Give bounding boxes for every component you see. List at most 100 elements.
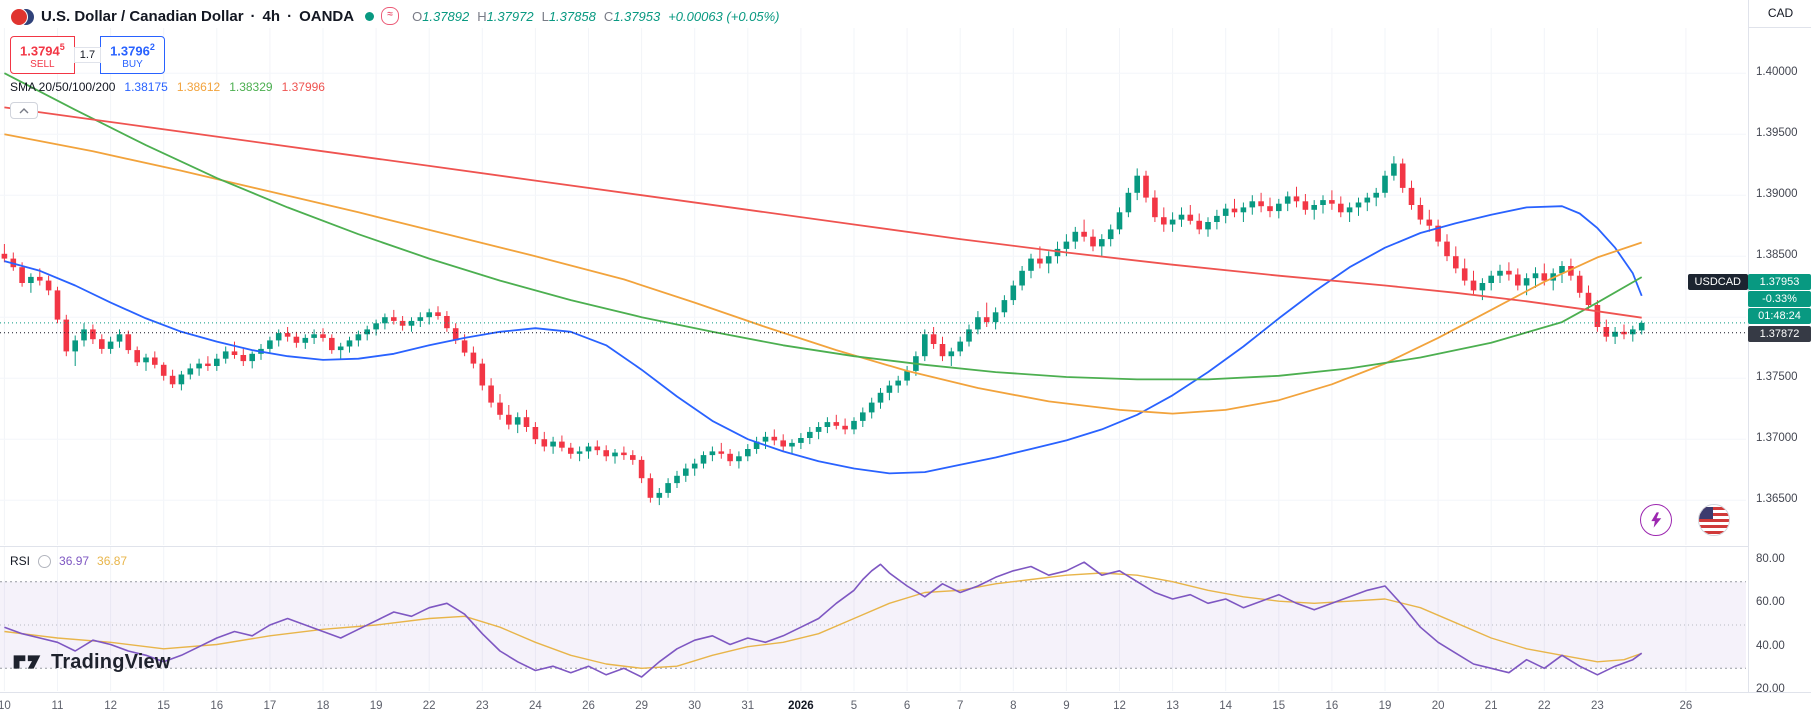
price-tick-label: 1.37000 [1756, 432, 1798, 445]
grid-lines [0, 28, 1746, 691]
price-axis[interactable]: CAD 1.400001.395001.390001.385001.380001… [1748, 0, 1811, 695]
us-session-flag-button[interactable] [1698, 504, 1730, 536]
spread-value: 1.7 [73, 47, 102, 64]
rsi-value: 36.97 [59, 554, 90, 568]
time-tick-label: 12 [1113, 700, 1126, 712]
price-tick-label: 1.39500 [1756, 127, 1798, 140]
symbol-price-badge-label: USDCAD [1687, 274, 1748, 290]
sell-price: 1.3794 [20, 43, 60, 59]
rsi-plot [0, 561, 1746, 678]
rsi-indicator-legend[interactable]: RSI 36.97 36.87 [10, 554, 127, 568]
time-tick-label: 26 [582, 700, 595, 712]
sma100-value: 1.38329 [229, 80, 273, 94]
time-tick-label: 20 [1431, 700, 1445, 712]
buy-button[interactable]: 1.37962 BUY [100, 36, 165, 75]
time-tick-label: 22 [1537, 700, 1551, 712]
symbol-legend[interactable]: U.S. Dollar / Canadian Dollar · 4h · OAN… [10, 7, 780, 26]
open-value: 1.37892 [422, 8, 470, 24]
time-tick-label: 31 [741, 700, 755, 712]
price-tick-label: 1.39000 [1756, 188, 1798, 201]
sma200-value: 1.37996 [281, 80, 325, 94]
time-tick-label: 9 [1063, 700, 1070, 712]
price-tick-label: 1.38500 [1756, 249, 1798, 262]
time-tick-label: 30 [688, 700, 702, 712]
time-tick-label: 19 [369, 700, 383, 712]
tradingview-watermark[interactable]: TradingView [12, 650, 171, 674]
sma-200-line [4, 106, 1642, 319]
buy-sell-widget: 1.37945 SELL 1.7 1.37962 BUY [10, 36, 165, 75]
pane-separator[interactable] [0, 546, 1811, 547]
time-tick-label: 12 [104, 700, 117, 712]
time-tick-label: 14 [1219, 700, 1233, 712]
symbol-logo-icon [10, 7, 35, 26]
high-label: H [477, 8, 487, 24]
time-tick-label: 15 [1272, 700, 1286, 712]
close-value: 1.37953 [613, 8, 661, 24]
sma-indicator-legend[interactable]: SMA 20/50/100/200 1.38175 1.38612 1.3832… [10, 80, 325, 94]
candlestick-series [1, 156, 1645, 506]
time-tick-label: 10 [0, 700, 11, 712]
price-axis-currency: CAD [1749, 0, 1811, 28]
collapse-legend-button[interactable] [10, 102, 38, 119]
rsi-ma-value: 36.87 [97, 554, 128, 568]
sma-100-line [3, 72, 1643, 381]
time-tick-label: 23 [475, 700, 489, 712]
change-value: +0.00063 (+0.05%) [668, 8, 780, 24]
price-level-lines [0, 322, 1746, 334]
sma-lines [3, 72, 1643, 475]
watermark-text: TradingView [51, 650, 171, 673]
time-tick-label: 6 [903, 700, 911, 712]
sma-50-line [4, 133, 1642, 415]
time-tick-label: 13 [1166, 700, 1179, 712]
low-value: 1.37858 [548, 8, 596, 24]
sell-button[interactable]: 1.37945 SELL [10, 36, 75, 75]
chevron-up-icon [19, 107, 29, 113]
time-tick-label: 23 [1590, 700, 1604, 712]
bar-countdown-badge: 01:48:24 [1748, 308, 1811, 324]
market-status-icon [365, 11, 375, 21]
time-tick-label: 22 [422, 700, 436, 712]
time-tick-label: 24 [528, 700, 542, 712]
rsi-tick-label: 40.00 [1756, 639, 1785, 652]
time-tick-label: 16 [1325, 700, 1339, 712]
quick-trade-button[interactable] [1640, 504, 1672, 536]
symbol-title[interactable]: U.S. Dollar / Canadian Dollar [41, 7, 244, 25]
time-tick-label: 16 [210, 700, 224, 712]
us-flag-icon [1699, 505, 1729, 535]
time-tick-label: 21 [1484, 700, 1498, 712]
time-tick-label: 2026 [788, 700, 814, 712]
buy-price: 1.3796 [110, 43, 150, 59]
close-label: C [603, 8, 614, 24]
rsi-legend-title: RSI [10, 554, 31, 568]
rsi-tick-label: 80.00 [1756, 553, 1785, 565]
time-tick-label: 5 [850, 700, 858, 712]
ohlc-values: O1.37892 H1.37972 L1.37858 C1.37953 +0.0… [412, 9, 779, 24]
separator-dot: · [287, 7, 293, 25]
buy-price-pip: 2 [149, 42, 155, 52]
open-label: O [412, 8, 423, 24]
time-tick-label: 17 [263, 700, 277, 712]
rsi-ma-line [4, 572, 1642, 669]
sell-label: SELL [30, 59, 55, 71]
time-tick-label: 26 [1679, 700, 1693, 712]
interval-label[interactable]: 4h [262, 7, 281, 25]
tradingview-logo-icon [13, 655, 41, 669]
chart-canvas[interactable] [0, 0, 1746, 723]
price-tick-label: 1.36500 [1756, 493, 1798, 506]
time-tick-label: 29 [635, 700, 648, 712]
time-tick-label: 11 [51, 700, 64, 712]
time-tick-label: 8 [1010, 700, 1017, 712]
high-value: 1.37972 [486, 8, 534, 24]
time-tick-label: 15 [157, 700, 171, 712]
lightning-icon [1651, 512, 1662, 528]
change-percent-badge: -0.33% [1748, 291, 1811, 307]
time-axis[interactable]: 10 11 12 15 16 17 18 19 22 23 24 26 29 30 31 2026 5 6 7 8 9 1… [0, 692, 1811, 723]
exchange-label[interactable]: OANDA [299, 7, 355, 25]
sma20-value: 1.38175 [124, 80, 168, 94]
current-price-badge: 1.37953 [1748, 274, 1811, 290]
low-label: L [541, 8, 549, 24]
provider-icon: ≈ [381, 7, 400, 25]
indicator-logo-icon [38, 554, 52, 568]
sell-price-pip: 5 [59, 42, 65, 52]
